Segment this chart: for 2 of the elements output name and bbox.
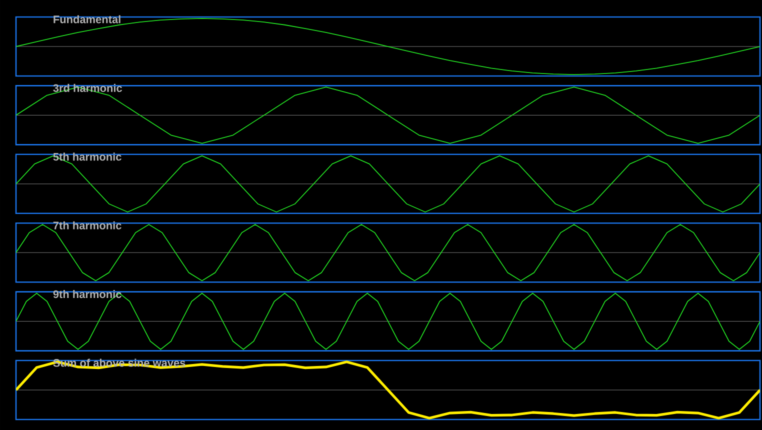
chart-title: Fundamental: [54, 15, 120, 24]
chart-title: 5th harmonic: [53, 152, 122, 161]
